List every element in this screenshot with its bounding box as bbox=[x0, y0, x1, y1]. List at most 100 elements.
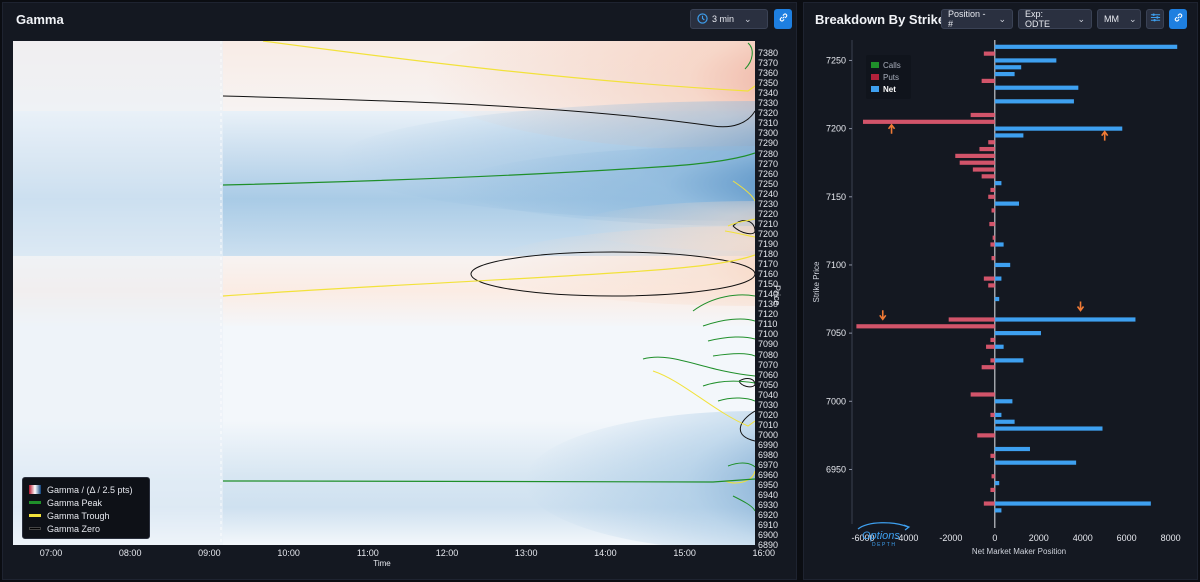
strike-bar-chart[interactable]: 7250 7200 7150 7100 7050 7000 6950 -6000 -4000 -2… bbox=[804, 34, 1197, 579]
legend-label: Gamma / (Δ / 2.5 pts) bbox=[47, 484, 133, 495]
x-tick-label: 4000 bbox=[1073, 533, 1093, 543]
price-tick-label: 7340 bbox=[758, 88, 779, 99]
settings-button[interactable] bbox=[1146, 9, 1164, 29]
position-dropdown[interactable]: Position - # ⌄ bbox=[941, 9, 1013, 29]
gamma-heatmap[interactable] bbox=[13, 41, 755, 545]
price-tick-label: 7150 bbox=[758, 279, 779, 290]
net-bar bbox=[994, 480, 1000, 486]
puts-bar bbox=[979, 146, 995, 152]
legend-label: Gamma Zero bbox=[47, 523, 101, 534]
price-tick-label: 7140 bbox=[758, 289, 779, 300]
puts-bar bbox=[862, 119, 995, 124]
x-axis-title: Net Market Maker Position bbox=[972, 547, 1066, 556]
gamma-link-button[interactable] bbox=[774, 9, 792, 29]
net-bar bbox=[994, 426, 1103, 431]
expiry-dropdown[interactable]: Exp: ODTE ⌄ bbox=[1018, 9, 1092, 29]
net-bar bbox=[994, 58, 1057, 63]
price-tick-label: 7370 bbox=[758, 58, 779, 69]
puts-bar bbox=[988, 283, 995, 288]
svg-text:DEPTH: DEPTH bbox=[872, 542, 896, 548]
time-axis-title: Time bbox=[373, 559, 391, 568]
line-swatch-icon bbox=[29, 514, 41, 517]
net-bar bbox=[994, 126, 1123, 131]
price-tick-label: 7110 bbox=[758, 319, 778, 330]
puts-bar bbox=[991, 256, 995, 261]
net-bar bbox=[994, 317, 1136, 322]
line-swatch-icon bbox=[29, 501, 41, 504]
arrow-up-icon bbox=[887, 123, 896, 134]
clock-icon bbox=[697, 12, 708, 26]
price-tick-label: 7310 bbox=[758, 118, 779, 129]
x-tick-label: 8000 bbox=[1161, 533, 1181, 543]
net-bar bbox=[994, 181, 1002, 186]
interval-label: 3 min bbox=[712, 14, 735, 24]
price-tick-label: 6970 bbox=[758, 460, 779, 471]
legend-item-gamma-zero: Gamma Zero bbox=[29, 522, 143, 535]
net-bar bbox=[994, 446, 1030, 452]
price-tick-label: 7240 bbox=[758, 188, 779, 199]
puts-bar bbox=[970, 392, 995, 397]
price-tick-label: 6960 bbox=[758, 470, 779, 481]
sliders-icon bbox=[1150, 10, 1161, 28]
price-tick-label: 7160 bbox=[758, 269, 779, 280]
heatmap-overlay bbox=[13, 41, 755, 545]
gradient-swatch-icon bbox=[29, 485, 41, 494]
y-tick-label: 7150 bbox=[826, 192, 846, 202]
legend-item-gamma-peak: Gamma Peak bbox=[29, 496, 143, 509]
arrow-down-icon bbox=[879, 310, 887, 321]
y-tick-label: 7100 bbox=[826, 260, 846, 270]
time-tick-label: 10:00 bbox=[277, 548, 300, 558]
y-tick-label: 7200 bbox=[826, 124, 846, 134]
time-tick-label: 08:00 bbox=[118, 548, 142, 558]
puts-bar bbox=[992, 235, 995, 240]
net-bar bbox=[994, 331, 1041, 336]
price-tick-label: 6910 bbox=[758, 520, 779, 531]
price-tick-label: 7000 bbox=[758, 429, 779, 440]
net-bar bbox=[994, 71, 1015, 77]
puts-bar bbox=[972, 167, 995, 172]
puts-bar bbox=[983, 501, 995, 506]
price-tick-label: 7300 bbox=[758, 128, 779, 139]
net-bar bbox=[994, 344, 1004, 349]
puts-bar bbox=[988, 194, 995, 199]
arrow-down-icon bbox=[1076, 301, 1085, 312]
legend-item-puts: Puts bbox=[871, 71, 906, 83]
puts-bar bbox=[990, 453, 995, 458]
price-tick-label: 6980 bbox=[758, 450, 779, 460]
time-tick-label: 09:00 bbox=[198, 548, 221, 558]
net-bar bbox=[994, 276, 1002, 281]
x-tick-label: 6000 bbox=[1117, 533, 1137, 543]
net-bar bbox=[994, 85, 1079, 90]
y-axis-title: Strike Price bbox=[812, 261, 821, 302]
time-tick-label: 11:00 bbox=[356, 548, 379, 558]
price-tick-label: 7030 bbox=[758, 399, 779, 410]
net-bar bbox=[994, 419, 1015, 424]
net-bar bbox=[994, 399, 1013, 404]
price-tick-label: 7020 bbox=[758, 409, 779, 420]
price-tick-label: 7130 bbox=[758, 299, 779, 310]
interval-dropdown[interactable]: 3 min ⌄ bbox=[690, 9, 768, 29]
net-bar bbox=[994, 508, 1002, 513]
puts-bar bbox=[990, 412, 995, 418]
puts-bar bbox=[981, 174, 995, 179]
mm-dropdown[interactable]: MM ⌄ bbox=[1097, 9, 1141, 29]
puts-bar bbox=[955, 153, 995, 158]
y-tick-label: 7250 bbox=[826, 55, 846, 65]
time-tick-label: 14:00 bbox=[594, 548, 617, 558]
chevron-down-icon: ⌄ bbox=[1129, 13, 1137, 24]
price-tick-label: 6940 bbox=[758, 490, 779, 501]
net-bar bbox=[994, 201, 1019, 206]
x-tick-label: -2000 bbox=[939, 533, 962, 543]
time-tick-label: 12:00 bbox=[435, 548, 459, 558]
puts-bar bbox=[970, 112, 995, 118]
price-tick-label: 6920 bbox=[758, 510, 779, 521]
time-tick-label: 07:00 bbox=[39, 548, 63, 558]
strike-link-button[interactable] bbox=[1169, 9, 1187, 29]
price-tick-label: 7180 bbox=[758, 249, 779, 259]
puts-bar bbox=[990, 337, 995, 343]
y-tick-label: 7050 bbox=[826, 328, 846, 338]
legend-label: Calls bbox=[883, 60, 901, 70]
price-tick-label: 7190 bbox=[758, 238, 779, 249]
link-icon bbox=[1173, 10, 1184, 28]
puts-bar bbox=[990, 487, 995, 493]
